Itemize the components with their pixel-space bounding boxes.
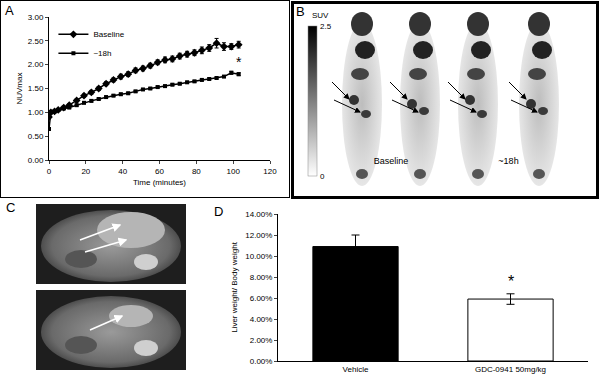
svg-text:GDC-0941 50mg/kg: GDC-0941 50mg/kg [475,365,546,374]
svg-text:SUV: SUV [312,11,329,20]
html-text:C: C [6,200,16,215]
svg-text:0: 0 [320,172,325,181]
svg-text:14.00%: 14.00% [245,210,272,219]
svg-text:*: * [508,273,514,290]
svg-text:0: 0 [47,167,52,176]
svg-text:Baseline: Baseline [93,30,124,39]
svg-text:Time (minutes): Time (minutes) [133,178,186,187]
svg-text:4.00%: 4.00% [250,315,273,324]
html-text:D: D [214,204,224,219]
svg-text:1.00: 1.00 [28,108,44,117]
svg-text:2.00%: 2.00% [250,336,273,345]
svg-text:Vehicle: Vehicle [343,365,369,374]
svg-text:10.00%: 10.00% [245,252,272,261]
svg-text:2.5: 2.5 [320,22,332,31]
svg-text:Liver weight/ Body weight: Liver weight/ Body weight [230,241,239,332]
svg-text:20: 20 [81,167,90,176]
svg-text:0.50: 0.50 [28,132,44,141]
svg-text:~18h: ~18h [498,156,518,166]
svg-text:0.00%: 0.00% [250,357,273,366]
svg-text:~18h: ~18h [93,49,111,58]
svg-text:*: * [236,54,242,70]
svg-text:40: 40 [118,167,127,176]
svg-text:1.50: 1.50 [28,84,44,93]
svg-text:3.00: 3.00 [28,13,44,22]
svg-text:120: 120 [263,167,277,176]
svg-text:2.50: 2.50 [28,37,44,46]
svg-text:NUVmax: NUVmax [15,72,24,104]
svg-text:80: 80 [192,167,201,176]
svg-text:8.00%: 8.00% [250,273,273,282]
svg-text:2.00: 2.00 [28,60,44,69]
svg-text:100: 100 [226,167,240,176]
svg-text:12.00%: 12.00% [245,231,272,240]
svg-text:6.00%: 6.00% [250,294,273,303]
svg-text:Baseline: Baseline [374,156,409,166]
html-text:A: A [5,3,14,18]
svg-text:0.00: 0.00 [28,156,44,165]
html-text:B: B [296,4,305,19]
svg-text:60: 60 [155,167,164,176]
